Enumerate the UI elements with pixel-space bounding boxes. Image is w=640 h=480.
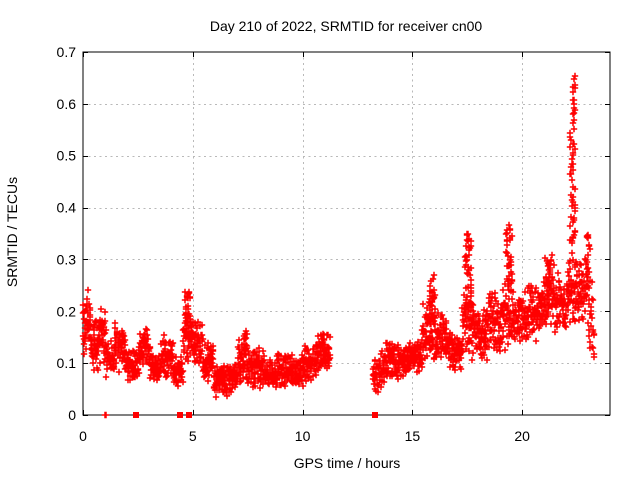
x-tick-label: 0	[79, 428, 87, 444]
baseline-square-markers	[133, 412, 378, 418]
tick-labels: 0 0.1 0.2 0.3 0.4 0.5 0.6 0.7 0 5 10 15 20	[57, 44, 531, 444]
x-tick-label: 5	[189, 428, 197, 444]
y-tick-label: 0.2	[57, 303, 77, 319]
y-tick-label: 0.5	[57, 148, 77, 164]
y-tick-label: 0	[68, 407, 76, 423]
x-tick-label: 15	[405, 428, 421, 444]
y-tick-label: 0.4	[57, 200, 77, 216]
y-tick-label: 0.6	[57, 96, 77, 112]
y-axis-label: SRMTID / TECUs	[4, 177, 20, 287]
x-tick-label: 20	[514, 428, 530, 444]
tick-marks	[83, 52, 610, 416]
y-tick-label: 0.1	[57, 355, 77, 371]
x-axis-label: GPS time / hours	[294, 455, 401, 471]
x-tick-label: 10	[295, 428, 311, 444]
chart-title: Day 210 of 2022, SRMTID for receiver cn0…	[210, 18, 483, 34]
plot-border	[82, 51, 611, 416]
y-tick-label: 0.7	[57, 44, 77, 60]
y-tick-label: 0.3	[57, 251, 77, 267]
scatter-points	[79, 72, 598, 419]
